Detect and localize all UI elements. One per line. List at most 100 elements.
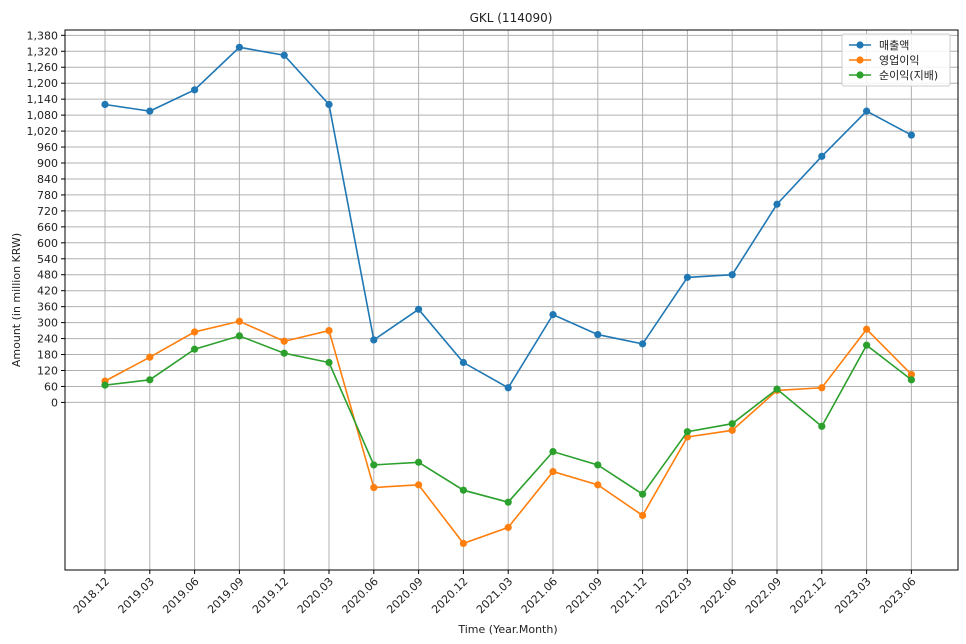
data-point — [863, 341, 871, 349]
y-tick-label: 360 — [37, 301, 58, 314]
x-tick-label: 2022.12 — [788, 575, 829, 616]
data-point — [280, 337, 288, 345]
data-point — [683, 428, 692, 436]
x-tick-label: 2019.12 — [250, 575, 291, 616]
data-point — [415, 458, 423, 466]
data-point — [415, 305, 423, 313]
data-point — [459, 358, 467, 367]
data-point — [594, 481, 602, 489]
y-tick-label: 540 — [37, 253, 58, 266]
data-point — [325, 100, 333, 109]
data-point — [549, 467, 557, 476]
data-point — [907, 376, 916, 384]
y-tick-label: 240 — [37, 333, 58, 346]
data-point — [235, 43, 243, 51]
legend-marker — [856, 71, 864, 79]
legend-marker — [856, 41, 864, 49]
data-point — [907, 370, 916, 379]
chart-title: GKL (114090) — [470, 11, 553, 25]
x-tick-label: 2020.12 — [429, 575, 470, 616]
plot-area-frame — [64, 29, 959, 571]
data-point — [325, 358, 333, 367]
x-tick-label: 2019.03 — [116, 575, 157, 616]
y-tick-label: 420 — [37, 285, 58, 298]
data-point — [549, 448, 557, 456]
legend-box — [841, 33, 951, 87]
y-tick-label: 780 — [37, 189, 58, 202]
y-tick-label: 1,320 — [27, 45, 59, 58]
data-point — [191, 345, 199, 353]
data-point — [280, 349, 288, 357]
y-axis: 0 60 120 180 240 300 360 420 480 540 600 660 720 780 8… — [27, 29, 65, 409]
x-tick-label: 2020.09 — [384, 575, 425, 616]
data-point — [146, 376, 154, 384]
legend-label: 순이익(지배) — [879, 69, 938, 82]
data-point — [146, 107, 154, 115]
data-point — [818, 422, 826, 430]
x-tick-label: 2022.03 — [653, 575, 694, 616]
y-tick-label: 960 — [37, 141, 58, 154]
data-point — [818, 384, 826, 392]
x-tick-label: 2018.12 — [71, 575, 112, 616]
grid-lines — [65, 30, 958, 570]
x-tick-label: 2021.09 — [564, 575, 605, 616]
data-point — [818, 152, 826, 160]
legend-label: 매출액 — [879, 39, 909, 52]
x-axis: 2018.12 2019.03 2019.06 2019.09 2019.12 2020.… — [71, 570, 919, 616]
y-axis-title: Amount (in million KRW) — [10, 233, 23, 367]
x-tick-label: 2022.09 — [743, 575, 784, 616]
data-point — [459, 486, 467, 494]
y-tick-label: 660 — [37, 221, 58, 234]
x-tick-label: 2019.09 — [205, 575, 246, 616]
y-tick-label: 180 — [37, 349, 58, 362]
data-point — [415, 481, 423, 489]
x-tick-label: 2021.12 — [608, 575, 649, 616]
y-tick-label: 1,200 — [27, 77, 59, 90]
x-tick-label: 2019.06 — [160, 575, 201, 616]
data-point — [101, 381, 109, 389]
y-tick-label: 1,260 — [27, 61, 59, 74]
data-point — [907, 131, 916, 139]
data-point — [594, 461, 602, 469]
x-tick-label: 2021.06 — [519, 575, 560, 616]
data-point — [325, 326, 333, 335]
data-point — [728, 271, 736, 279]
data-point — [235, 317, 243, 325]
y-tick-label: 300 — [37, 317, 58, 330]
data-point — [504, 384, 512, 392]
data-point — [594, 330, 602, 339]
data-point — [191, 328, 199, 336]
data-point — [773, 385, 781, 393]
data-point — [504, 498, 512, 506]
data-point — [773, 200, 781, 208]
legend-marker — [856, 56, 864, 64]
series-layer — [101, 43, 916, 547]
data-point — [863, 325, 871, 333]
y-tick-label: 840 — [37, 173, 58, 186]
y-tick-label: 480 — [37, 269, 58, 282]
y-tick-label: 1,020 — [27, 125, 59, 138]
data-point — [235, 332, 243, 340]
x-axis-title: Time (Year.Month) — [457, 623, 557, 636]
x-tick-label: 2023.03 — [832, 575, 873, 616]
y-tick-label: 120 — [37, 364, 58, 377]
data-point — [683, 273, 692, 281]
y-tick-label: 1,380 — [27, 29, 59, 42]
x-tick-label: 2020.06 — [340, 575, 381, 616]
data-point — [370, 483, 378, 492]
y-tick-label: 900 — [37, 157, 58, 170]
y-tick-label: 1,080 — [27, 109, 59, 122]
data-point — [728, 426, 736, 434]
data-point — [728, 420, 736, 428]
data-point — [549, 311, 557, 319]
data-point — [191, 86, 199, 94]
y-tick-label: 600 — [37, 237, 58, 250]
data-point — [863, 107, 871, 115]
data-point — [280, 51, 288, 59]
x-tick-label: 2023.06 — [877, 575, 918, 616]
x-tick-label: 2020.03 — [295, 575, 336, 616]
data-point — [459, 539, 467, 547]
x-tick-label: 2022.06 — [698, 575, 739, 616]
